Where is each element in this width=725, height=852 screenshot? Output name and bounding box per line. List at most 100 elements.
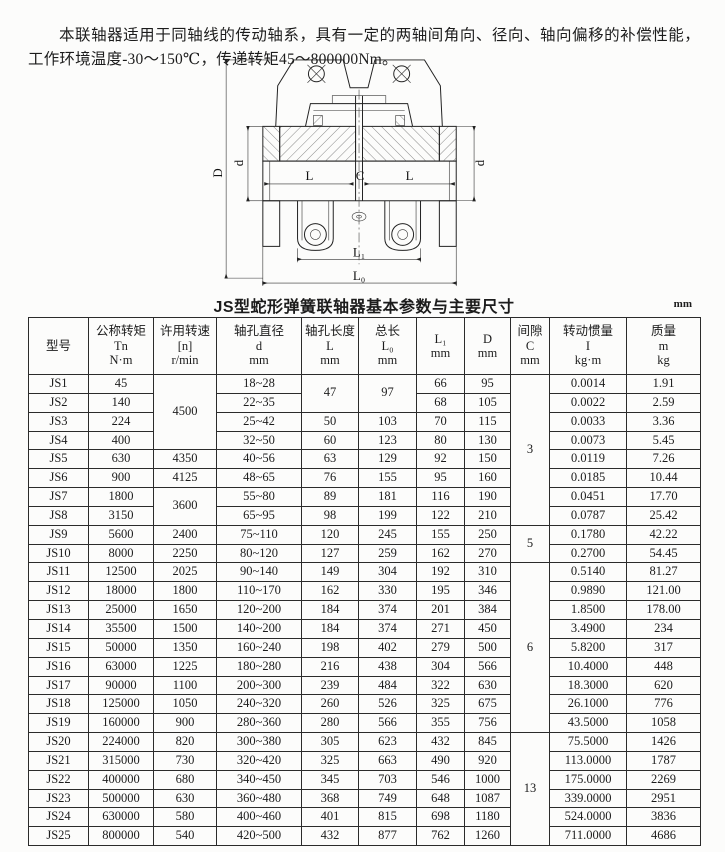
dim-d-right: d: [455, 125, 486, 202]
table-cell: 47: [301, 374, 359, 413]
table-cell: 216: [301, 656, 359, 677]
table-cell: 1.8500: [549, 600, 627, 620]
table-cell: 90~140: [216, 562, 302, 583]
table-row: JS19 160000 900 280~360 280 566 355 756 43.5000 1…: [28, 713, 701, 734]
table-cell: 224000: [88, 732, 154, 752]
table-cell: 820: [153, 732, 217, 752]
table-cell: 339.0000: [549, 788, 627, 809]
table-cell: 3.4900: [549, 618, 627, 639]
table-cell: 140: [88, 392, 154, 413]
flange-section: [261, 125, 457, 162]
dim-label-L1: L₁: [352, 245, 364, 259]
table-cell: 12500: [88, 562, 154, 583]
header-cell-1: 公称转矩 Tn N·m: [88, 317, 154, 375]
table-cell: JS5: [28, 449, 89, 470]
table-cell: JS3: [28, 411, 89, 432]
table-cell: JS14: [28, 618, 89, 639]
table-cell: 749: [358, 788, 417, 809]
table-cell: 162: [301, 581, 359, 602]
table-cell: 330: [358, 581, 417, 602]
table-cell: JS23: [28, 788, 89, 809]
table-cell: 199: [358, 505, 417, 526]
table-cell: 160~240: [216, 637, 302, 658]
table-cell: 432: [416, 732, 465, 752]
table-row: JS22 400000 680 340~450 345 703 546 1000 175.000…: [28, 769, 701, 790]
table-cell: 1500: [153, 618, 217, 639]
bolt-hole-right-icon: [392, 65, 410, 83]
table-cell: 1787: [626, 750, 701, 771]
header-cell-2: 许用转速 [n] r/min: [153, 317, 217, 375]
table-cell: 2400: [153, 524, 217, 545]
table-cell: 45: [88, 374, 154, 394]
table-cell: 113.0000: [549, 750, 627, 771]
header-line: m: [658, 338, 669, 353]
table-cell: 110~170: [216, 581, 302, 602]
table-cell: 234: [626, 618, 701, 639]
table-cell: 0.0451: [549, 487, 627, 507]
table-cell: 315000: [88, 750, 154, 771]
table-cell: 127: [301, 543, 359, 564]
table-row: JS3 224 25~42 50 103 70 115 0.0033 3.36: [28, 411, 701, 432]
table-unit-note: mm: [673, 298, 692, 310]
table-cell: 162: [416, 543, 465, 564]
header-line: D: [482, 331, 493, 346]
table-cell: 55~80: [216, 487, 302, 507]
table-cell: 310: [464, 562, 511, 583]
table-cell: 630: [88, 449, 154, 470]
dim-label-D: D: [213, 168, 225, 177]
table-cell: 50: [301, 411, 359, 432]
table-cell: 80~120: [216, 543, 302, 564]
table-cell: 368: [301, 788, 359, 809]
header-line: C: [525, 338, 535, 353]
bolt-left-icon: [303, 223, 327, 246]
table-cell: 184: [301, 618, 359, 639]
table-cell: 121.00: [626, 581, 701, 602]
table-cell: 340~450: [216, 769, 302, 790]
header-line: 转动惯量: [562, 324, 613, 339]
header-line: kg·m: [574, 353, 602, 368]
table-cell: 10.44: [626, 468, 701, 489]
table-cell: 432: [301, 826, 359, 847]
table-cell: 25.42: [626, 505, 701, 526]
table-cell: 260: [301, 694, 359, 715]
table-cell: JS24: [28, 807, 89, 828]
table-cell: 95: [464, 374, 511, 394]
table-cell: JS7: [28, 487, 89, 507]
table-row: JS17 90000 1100 200~300 239 484 322 630 18.3000 6…: [28, 675, 701, 696]
table-cell: 155: [358, 468, 417, 489]
table-cell: 675: [464, 694, 511, 715]
table-cell: 500000: [88, 788, 154, 809]
header-line: [n]: [177, 338, 193, 353]
table-cell: 98: [301, 505, 359, 526]
table-row: JS7 1800 3600 55~80 89 181 116 190 0.0451 17.70: [28, 487, 701, 526]
dim-label-L-left: L: [305, 169, 313, 183]
table-cell: JS9: [28, 524, 89, 545]
table-cell: 270: [464, 543, 511, 564]
table-cell: 3: [510, 374, 550, 526]
table-cell: 450: [464, 618, 511, 639]
table-cell: 178.00: [626, 600, 701, 620]
table-cell: 1260: [464, 826, 511, 847]
table-cell: 648: [416, 788, 465, 809]
table-cell: 703: [358, 769, 417, 790]
lower-legs: [261, 200, 457, 251]
table-cell: 711.0000: [549, 826, 627, 847]
table-cell: 42.22: [626, 524, 701, 545]
table-cell: JS20: [28, 732, 89, 752]
table-cell: 4125: [153, 468, 217, 489]
table-cell: 1650: [153, 600, 217, 620]
header-line: Tn: [114, 338, 128, 353]
dim-label-C: C: [355, 169, 364, 183]
table-cell: 490: [416, 750, 465, 771]
table-cell: 566: [358, 713, 417, 734]
table-cell: 25000: [88, 600, 154, 620]
table-row: JS25 800000 540 420~500 432 877 762 1260 711.000…: [28, 826, 701, 847]
table-cell: 304: [416, 656, 465, 677]
table-cell: 2269: [626, 769, 701, 790]
table-cell: 1050: [153, 694, 217, 715]
table-cell: 400~460: [216, 807, 302, 828]
table-cell: 17.70: [626, 487, 701, 507]
table-cell: 18~28: [216, 374, 302, 394]
table-cell: 26.1000: [549, 694, 627, 715]
